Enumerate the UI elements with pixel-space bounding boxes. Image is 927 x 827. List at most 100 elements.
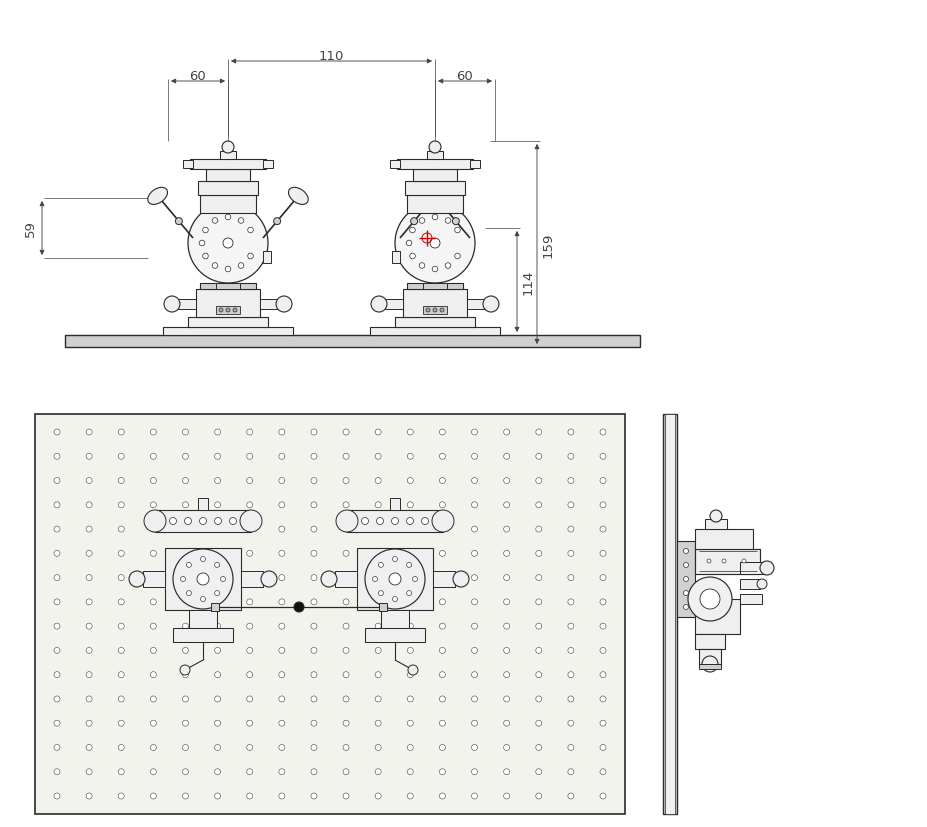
Circle shape: [439, 551, 445, 557]
Circle shape: [408, 665, 417, 675]
Circle shape: [118, 502, 124, 508]
Circle shape: [375, 502, 381, 508]
Circle shape: [371, 297, 387, 313]
Bar: [183, 160, 193, 169]
Circle shape: [471, 648, 477, 653]
Circle shape: [86, 793, 92, 799]
Circle shape: [202, 228, 208, 233]
Bar: [216, 307, 240, 314]
Circle shape: [54, 648, 60, 653]
Circle shape: [375, 769, 381, 775]
Circle shape: [503, 551, 509, 557]
Bar: [189, 610, 217, 629]
Circle shape: [172, 549, 233, 609]
Circle shape: [503, 429, 509, 436]
Circle shape: [683, 605, 688, 609]
Circle shape: [392, 597, 397, 602]
Circle shape: [343, 454, 349, 460]
Circle shape: [311, 575, 317, 581]
Circle shape: [150, 502, 156, 508]
Bar: [381, 610, 409, 629]
Circle shape: [409, 228, 415, 233]
Circle shape: [118, 672, 124, 678]
Circle shape: [180, 665, 190, 675]
Circle shape: [600, 720, 605, 726]
Circle shape: [247, 672, 252, 678]
Circle shape: [247, 793, 252, 799]
Bar: [397, 160, 473, 170]
Bar: [404, 182, 464, 196]
Circle shape: [567, 454, 573, 460]
Circle shape: [214, 527, 221, 533]
Bar: [155, 510, 250, 533]
Bar: [35, 414, 624, 814]
Circle shape: [170, 518, 176, 525]
Circle shape: [600, 478, 605, 484]
Circle shape: [471, 429, 477, 436]
Bar: [188, 318, 268, 327]
Circle shape: [721, 559, 725, 563]
Circle shape: [600, 502, 605, 508]
Circle shape: [219, 308, 222, 313]
Circle shape: [183, 696, 188, 702]
Circle shape: [278, 744, 285, 751]
Bar: [220, 152, 235, 160]
Circle shape: [214, 696, 221, 702]
Circle shape: [118, 624, 124, 629]
Circle shape: [503, 672, 509, 678]
Circle shape: [425, 308, 429, 313]
Circle shape: [183, 648, 188, 653]
Circle shape: [600, 527, 605, 533]
Circle shape: [503, 478, 509, 484]
Circle shape: [535, 575, 541, 581]
Circle shape: [407, 672, 413, 678]
Circle shape: [278, 502, 285, 508]
Circle shape: [471, 502, 477, 508]
Circle shape: [535, 599, 541, 605]
Circle shape: [214, 562, 220, 567]
Circle shape: [388, 573, 400, 586]
Circle shape: [311, 527, 317, 533]
Bar: [694, 634, 724, 649]
Circle shape: [199, 241, 205, 246]
Circle shape: [225, 215, 231, 221]
Circle shape: [343, 478, 349, 484]
Circle shape: [214, 648, 221, 653]
Circle shape: [294, 602, 304, 612]
Bar: [705, 519, 726, 529]
Circle shape: [54, 793, 60, 799]
Circle shape: [567, 720, 573, 726]
Circle shape: [395, 203, 475, 284]
Circle shape: [183, 551, 188, 557]
Circle shape: [186, 591, 191, 596]
Circle shape: [118, 478, 124, 484]
Circle shape: [567, 575, 573, 581]
Circle shape: [221, 576, 225, 582]
Circle shape: [503, 720, 509, 726]
Bar: [210, 603, 219, 611]
Bar: [739, 562, 764, 574]
Bar: [370, 327, 500, 336]
Circle shape: [343, 672, 349, 678]
Circle shape: [248, 254, 253, 260]
Circle shape: [439, 527, 445, 533]
Circle shape: [407, 769, 413, 775]
Text: 159: 159: [541, 232, 554, 257]
Circle shape: [214, 624, 221, 629]
Circle shape: [164, 297, 180, 313]
Circle shape: [421, 518, 428, 525]
Circle shape: [118, 429, 124, 436]
Bar: [163, 327, 293, 336]
Circle shape: [118, 454, 124, 460]
Circle shape: [238, 263, 244, 269]
Circle shape: [247, 575, 252, 581]
Circle shape: [86, 575, 92, 581]
Circle shape: [432, 267, 438, 272]
Circle shape: [183, 454, 188, 460]
Circle shape: [683, 549, 688, 554]
Circle shape: [202, 254, 208, 260]
Circle shape: [439, 575, 445, 581]
Circle shape: [183, 793, 188, 799]
Circle shape: [197, 573, 209, 586]
Bar: [694, 529, 752, 549]
